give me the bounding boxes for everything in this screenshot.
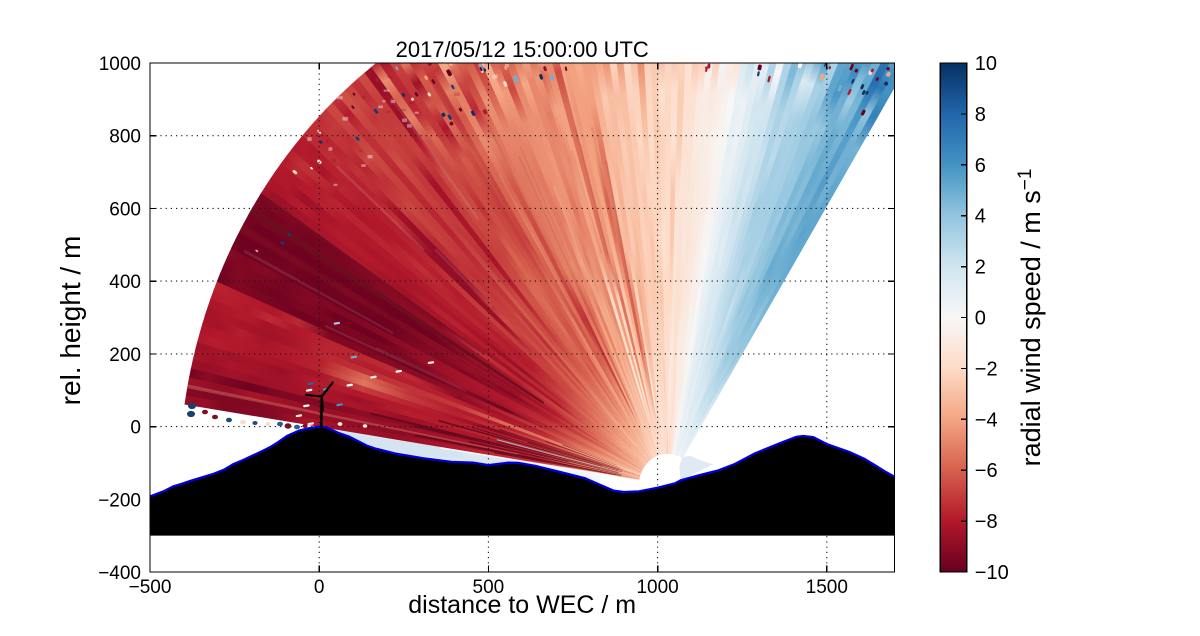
svg-text:600: 600 (109, 199, 141, 220)
svg-text:rel. height / m: rel. height / m (55, 236, 86, 406)
svg-text:distance to WEC / m: distance to WEC / m (408, 591, 636, 619)
svg-text:−4: −4 (975, 409, 998, 431)
svg-text:0: 0 (130, 418, 141, 439)
svg-text:−400: −400 (98, 563, 141, 584)
svg-text:−500: −500 (129, 577, 172, 598)
svg-text:−8: −8 (975, 511, 998, 533)
svg-text:−10: −10 (975, 562, 1009, 584)
svg-text:200: 200 (109, 345, 141, 366)
svg-text:800: 800 (109, 127, 141, 148)
svg-text:6: 6 (975, 155, 986, 177)
svg-text:0: 0 (975, 308, 986, 330)
svg-text:4: 4 (975, 206, 986, 228)
svg-text:500: 500 (473, 577, 505, 598)
svg-text:−6: −6 (975, 460, 998, 482)
svg-text:8: 8 (975, 104, 986, 126)
svg-text:2017/05/12 15:00:00 UTC: 2017/05/12 15:00:00 UTC (396, 37, 649, 62)
svg-text:0: 0 (314, 577, 325, 598)
svg-text:10: 10 (975, 53, 997, 75)
svg-text:−2: −2 (975, 358, 998, 380)
svg-text:−200: −200 (98, 490, 141, 511)
svg-text:2: 2 (975, 257, 986, 279)
svg-text:1500: 1500 (806, 577, 848, 598)
svg-text:radial wind speed / m s−1: radial wind speed / m s−1 (1015, 169, 1046, 467)
svg-text:1000: 1000 (636, 577, 678, 598)
svg-text:1000: 1000 (99, 54, 141, 75)
svg-text:400: 400 (109, 272, 141, 293)
